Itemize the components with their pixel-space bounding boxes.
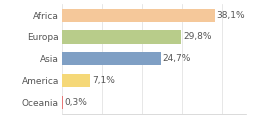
Text: 29,8%: 29,8% [183,33,212,42]
Text: 38,1%: 38,1% [217,11,245,20]
Bar [62,9,215,22]
Bar [62,30,181,44]
Bar [62,96,63,109]
Text: 7,1%: 7,1% [92,76,115,85]
Bar [62,52,161,65]
Text: 0,3%: 0,3% [65,98,88,107]
Bar [62,74,90,87]
Text: 24,7%: 24,7% [163,54,191,63]
